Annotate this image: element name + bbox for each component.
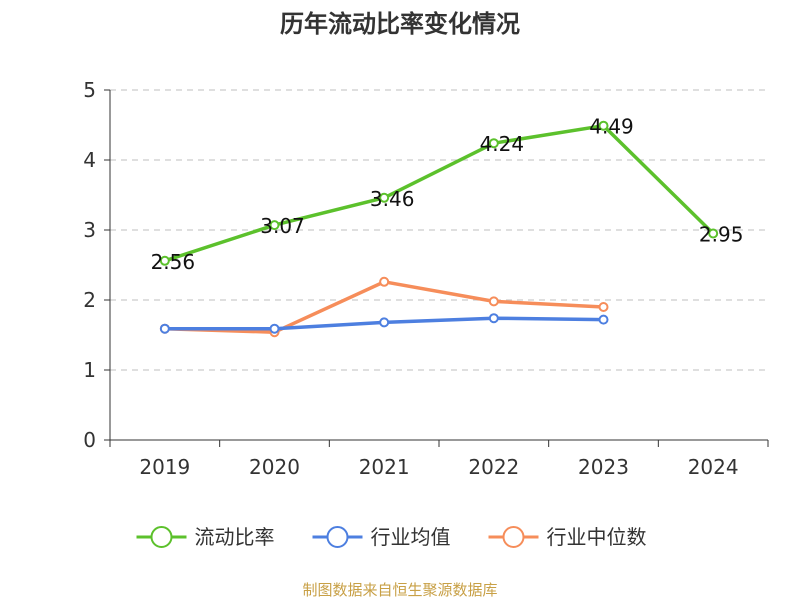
data-label: 4.49 (589, 115, 634, 139)
x-tick-label: 2024 (688, 455, 739, 479)
data-point (159, 323, 170, 334)
y-tick-label: 1 (83, 358, 96, 382)
data-point (379, 192, 390, 203)
data-point (488, 296, 499, 307)
data-label: 2.95 (699, 223, 744, 247)
data-point (379, 276, 390, 287)
data-point (379, 317, 390, 328)
legend-label: 行业均值 (371, 525, 451, 549)
legend-swatch-marker (150, 526, 173, 548)
legend-label: 流动比率 (195, 525, 275, 549)
data-label: 4.24 (480, 132, 525, 156)
x-tick-label: 2022 (468, 455, 519, 479)
legend-label: 行业中位数 (547, 525, 647, 549)
chart-title: 历年流动比率变化情况 (280, 10, 520, 38)
y-tick-label: 0 (83, 428, 96, 452)
data-label: 3.07 (260, 214, 305, 238)
x-tick-label: 2021 (359, 455, 410, 479)
data-point (708, 228, 719, 239)
legend-item: 行业中位数 (488, 525, 647, 549)
data-point (269, 323, 280, 334)
data-point (488, 313, 499, 324)
data-point (159, 255, 170, 266)
y-tick-label: 2 (83, 288, 96, 312)
series-lines (159, 120, 719, 338)
series-line (164, 123, 715, 263)
legend: 流动比率 行业均值 行业中位数 (136, 525, 647, 549)
legend-item: 流动比率 (136, 525, 275, 549)
x-tick-label: 2023 (578, 455, 629, 479)
legend-swatch-marker (326, 526, 349, 548)
data-label: 2.56 (151, 250, 196, 274)
axes: 0 1 2 3 4 5 2019 2020 2021 2022 2023 2024 (83, 78, 769, 479)
data-labels: 2.56 3.07 3.46 4.24 4.49 2.95 (151, 115, 744, 274)
legend-item: 行业均值 (312, 525, 451, 549)
y-tick-label: 5 (83, 78, 96, 102)
data-point (598, 302, 609, 312)
legend-swatch-marker (502, 526, 525, 548)
data-point (598, 314, 609, 325)
source-note: 制图数据来自恒生聚源数据库 (302, 581, 497, 599)
y-tick-label: 3 (83, 218, 96, 242)
data-point (488, 138, 499, 149)
data-label: 3.46 (370, 187, 415, 211)
x-tick-label: 2019 (139, 455, 190, 479)
x-tick-label: 2020 (249, 455, 300, 479)
y-tick-label: 4 (83, 148, 96, 172)
data-point (598, 120, 609, 131)
data-point (269, 220, 280, 231)
